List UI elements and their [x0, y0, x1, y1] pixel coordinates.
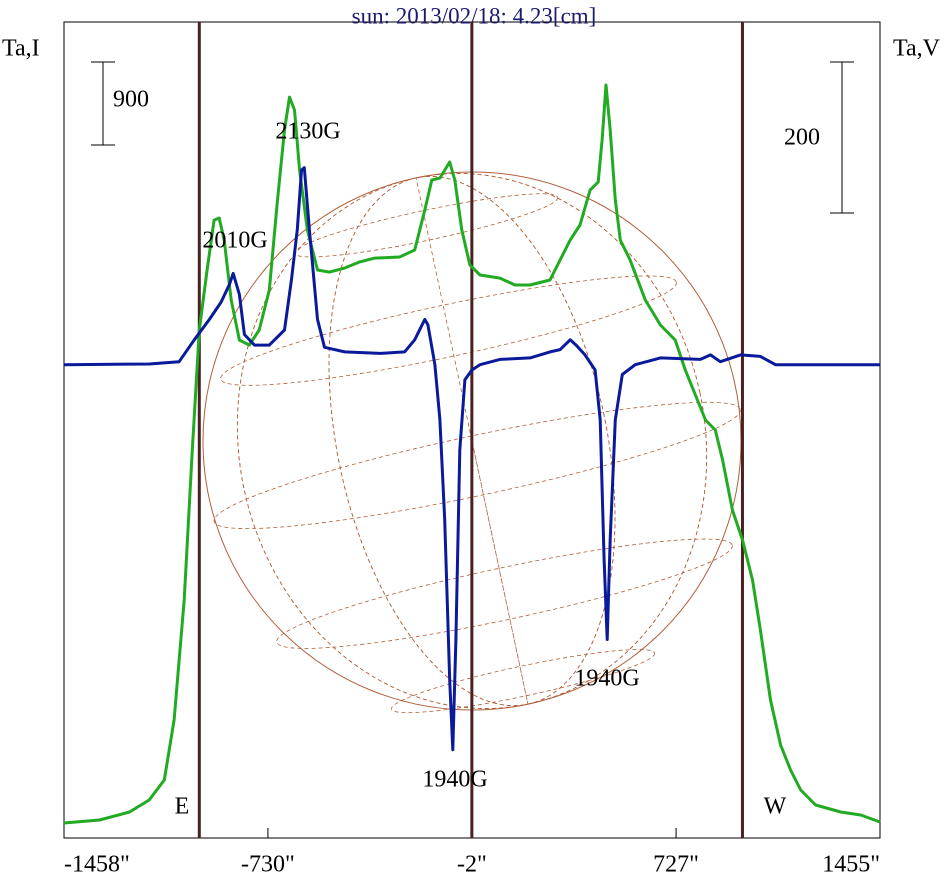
y-axis-label: Ta,I — [2, 36, 40, 62]
x-tick-label: -730" — [241, 852, 295, 878]
scale-bar-label: 200 — [784, 125, 820, 151]
chart-title: sun: 2013/02/18: 4.23[cm] — [352, 3, 597, 28]
x-tick-label: 1455" — [822, 852, 880, 878]
limb-label: W — [764, 794, 787, 820]
limb-label: E — [175, 794, 190, 820]
x-tick-label: -1458" — [64, 852, 130, 878]
meridian — [236, 173, 708, 709]
x-tick-label: 727" — [653, 852, 699, 878]
scale-bar-label: 900 — [113, 87, 149, 113]
annotation: 1940G — [574, 666, 639, 692]
data-line — [63, 166, 880, 752]
parallel — [276, 538, 733, 649]
annotation: 2130G — [275, 119, 340, 145]
y2-axis-label: Ta,V — [893, 36, 941, 62]
data-line — [63, 83, 881, 825]
annotation: 1940G — [422, 767, 487, 793]
annotation: 2010G — [202, 228, 267, 254]
parallel — [391, 649, 656, 714]
x-tick-label: -2" — [457, 852, 487, 878]
